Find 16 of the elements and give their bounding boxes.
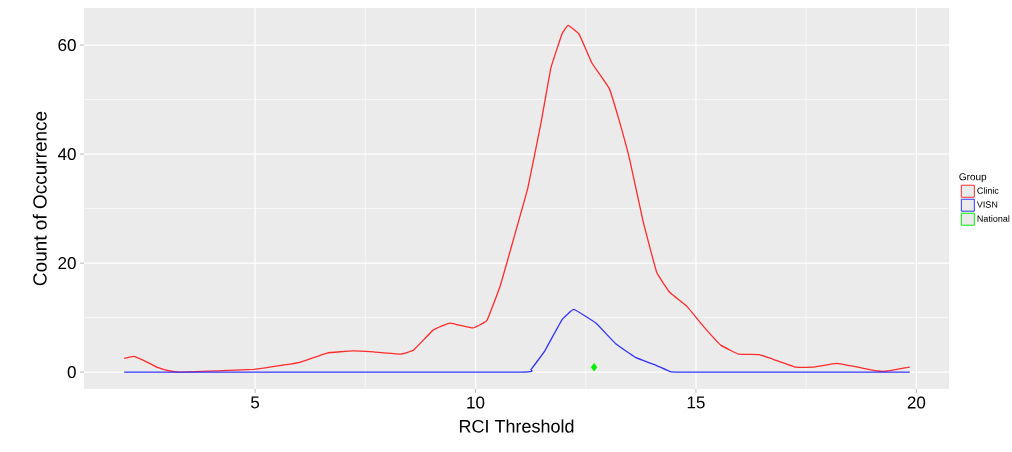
x-tick-label: 20 [907,396,926,409]
legend-label: National [977,215,1010,222]
x-tick-label: 5 [251,396,260,409]
x-tick-label: 10 [467,396,485,409]
legend-title: Group [959,173,987,183]
x-tick-label: 15 [687,396,705,409]
y-tick-label: 20 [58,257,76,270]
y-tick-label: 40 [57,148,76,161]
legend-label: VISN [976,201,998,208]
legend-label: Clinic [977,187,999,194]
y-tick-label: 60 [58,39,76,52]
x-axis-title: RCI Threshold [459,419,574,433]
y-axis-title: Count of Occurrence [32,111,47,286]
line-series [123,308,911,373]
line-series [123,24,911,373]
y-tick-label: 0 [67,366,76,379]
